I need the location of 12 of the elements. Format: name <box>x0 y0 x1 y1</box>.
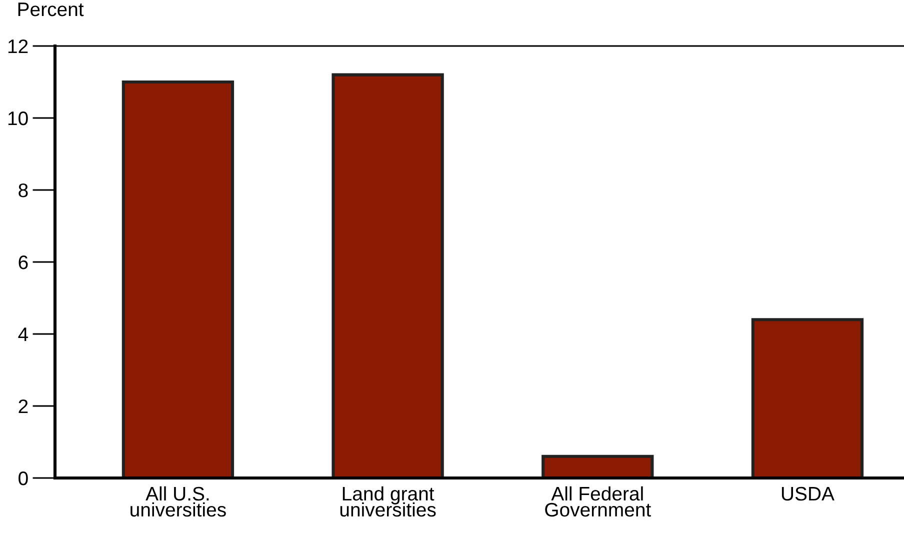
x-tick-label: USDA <box>782 486 834 501</box>
y-axis-title: Percent <box>18 2 84 16</box>
y-tick-label: 4 <box>18 328 28 342</box>
x-tick-label: All U.S. universities <box>130 486 226 517</box>
x-tick-label: All Federal Government <box>545 486 651 517</box>
y-tick-label: 0 <box>18 471 28 486</box>
x-tick-label: Land grant universities <box>340 486 436 517</box>
y-tick-label: 12 <box>8 39 28 54</box>
y-tick-label: 8 <box>18 183 28 198</box>
y-tick-label: 10 <box>8 111 28 126</box>
y-tick-label: 6 <box>18 255 28 270</box>
y-tick-label: 2 <box>18 399 28 414</box>
